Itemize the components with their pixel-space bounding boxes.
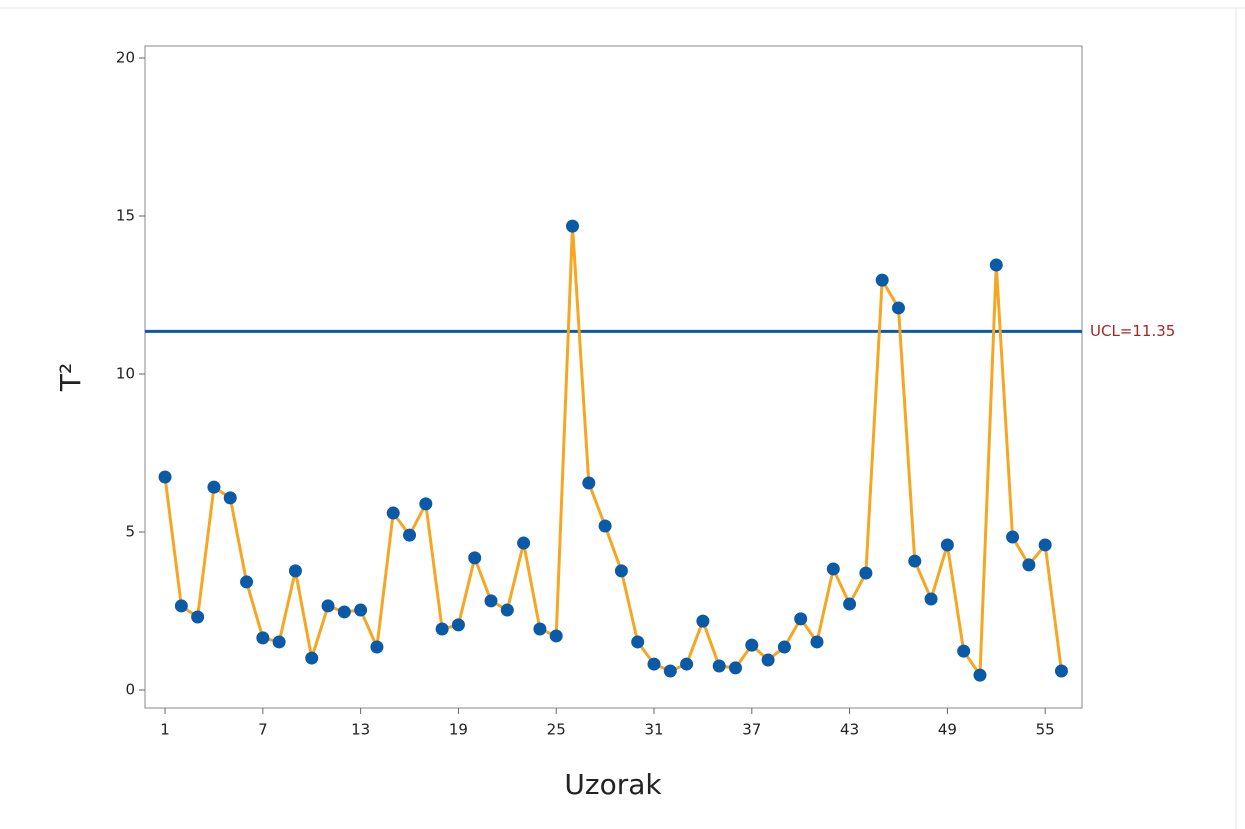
data-point xyxy=(745,638,759,652)
data-point xyxy=(484,594,498,608)
series-line xyxy=(163,226,1063,680)
data-point xyxy=(207,480,221,494)
data-point xyxy=(419,497,433,511)
data-point xyxy=(566,219,580,233)
data-point xyxy=(468,551,482,565)
x-tick-label: 13 xyxy=(351,721,370,739)
x-tick-label: 49 xyxy=(938,721,957,739)
data-point xyxy=(191,610,205,624)
x-tick-label: 55 xyxy=(1036,721,1055,739)
data-point xyxy=(647,657,661,671)
data-point xyxy=(240,575,254,589)
data-point xyxy=(843,597,857,611)
data-point xyxy=(989,258,1003,272)
data-point xyxy=(1022,558,1036,572)
data-point xyxy=(288,564,302,578)
data-point xyxy=(598,519,612,533)
data-point xyxy=(223,491,237,505)
data-point xyxy=(337,605,351,619)
data-point xyxy=(859,566,873,580)
data-point xyxy=(631,635,645,649)
data-point xyxy=(370,640,384,654)
y-axis-label: T² xyxy=(54,363,87,392)
data-point xyxy=(354,603,368,617)
data-point xyxy=(272,635,286,649)
x-tick-label: 43 xyxy=(840,721,859,739)
data-point xyxy=(696,614,710,628)
data-point xyxy=(256,631,270,645)
data-point xyxy=(305,651,319,665)
data-point xyxy=(908,554,922,568)
x-tick-label: 7 xyxy=(258,721,268,739)
x-axis-label: Uzorak xyxy=(564,768,662,801)
data-point xyxy=(891,301,905,315)
data-point xyxy=(582,476,596,490)
data-point xyxy=(321,599,335,613)
data-point xyxy=(794,612,808,626)
x-tick-label: 31 xyxy=(644,721,663,739)
data-point xyxy=(875,273,889,287)
data-point xyxy=(973,668,987,682)
data-point xyxy=(663,664,677,678)
data-point xyxy=(533,622,547,636)
x-tick-label: 19 xyxy=(449,721,468,739)
data-point xyxy=(517,536,531,550)
data-point xyxy=(1006,530,1020,544)
x-tick-label: 1 xyxy=(160,721,170,739)
data-point xyxy=(957,644,971,658)
data-point xyxy=(810,635,824,649)
x-tick-label: 37 xyxy=(742,721,761,739)
y-tick-label: 10 xyxy=(116,364,135,382)
data-point xyxy=(158,470,172,484)
ucl-label: UCL=11.35 xyxy=(1090,322,1175,340)
data-point xyxy=(435,622,449,636)
y-tick-label: 5 xyxy=(125,522,135,540)
data-point xyxy=(924,592,938,606)
data-point xyxy=(940,538,954,552)
x-tick-label: 25 xyxy=(547,721,566,739)
y-tick-label: 15 xyxy=(116,207,135,225)
data-point xyxy=(1038,538,1052,552)
data-point xyxy=(549,629,563,643)
data-point xyxy=(386,506,400,520)
data-point xyxy=(777,640,791,654)
data-point xyxy=(403,528,417,542)
y-tick-label: 0 xyxy=(125,680,135,698)
data-point xyxy=(826,562,840,576)
y-tick-label: 20 xyxy=(116,49,135,67)
data-point xyxy=(500,603,514,617)
data-point xyxy=(614,564,628,578)
data-point xyxy=(680,657,694,671)
data-point xyxy=(1054,664,1068,678)
data-point xyxy=(728,661,742,675)
data-point xyxy=(451,618,465,632)
data-point xyxy=(174,599,188,613)
data-point xyxy=(712,659,726,673)
data-point xyxy=(761,653,775,667)
